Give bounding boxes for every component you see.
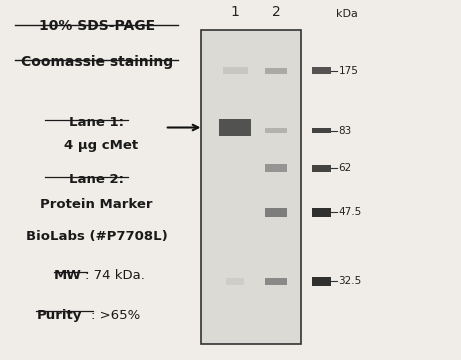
Text: 32.5: 32.5 [338, 276, 362, 287]
Text: 175: 175 [338, 66, 358, 76]
Text: MW: MW [53, 269, 82, 282]
Text: Lane 2:: Lane 2: [69, 173, 124, 186]
Bar [265, 128, 287, 134]
Text: : 74 kDa.: : 74 kDa. [85, 269, 145, 282]
Text: Lane 1:: Lane 1: [69, 116, 124, 129]
Bar [265, 165, 287, 172]
Bar [312, 128, 331, 134]
Text: 10% SDS-PAGE: 10% SDS-PAGE [39, 19, 155, 33]
Bar [223, 67, 248, 75]
Bar [312, 165, 331, 172]
Text: Protein Marker: Protein Marker [41, 198, 153, 211]
Text: BioLabs (#P7708L): BioLabs (#P7708L) [26, 230, 168, 243]
Bar [265, 68, 287, 74]
Text: 2: 2 [272, 5, 280, 19]
Text: Purity: Purity [36, 309, 82, 321]
Text: 1: 1 [230, 5, 240, 19]
Bar [219, 119, 251, 136]
Bar [265, 278, 287, 285]
Bar [312, 208, 331, 217]
Bar [201, 30, 301, 344]
Text: : >65%: : >65% [91, 309, 141, 321]
Text: Coomassie staining: Coomassie staining [21, 55, 173, 69]
Text: 83: 83 [338, 126, 352, 136]
Text: 62: 62 [338, 163, 352, 174]
Text: kDa: kDa [336, 9, 358, 19]
Bar [312, 67, 331, 75]
Text: 4 μg cMet: 4 μg cMet [64, 139, 138, 152]
Text: 47.5: 47.5 [338, 207, 362, 217]
Bar [265, 208, 287, 217]
Bar [226, 278, 244, 285]
Bar [312, 277, 331, 286]
